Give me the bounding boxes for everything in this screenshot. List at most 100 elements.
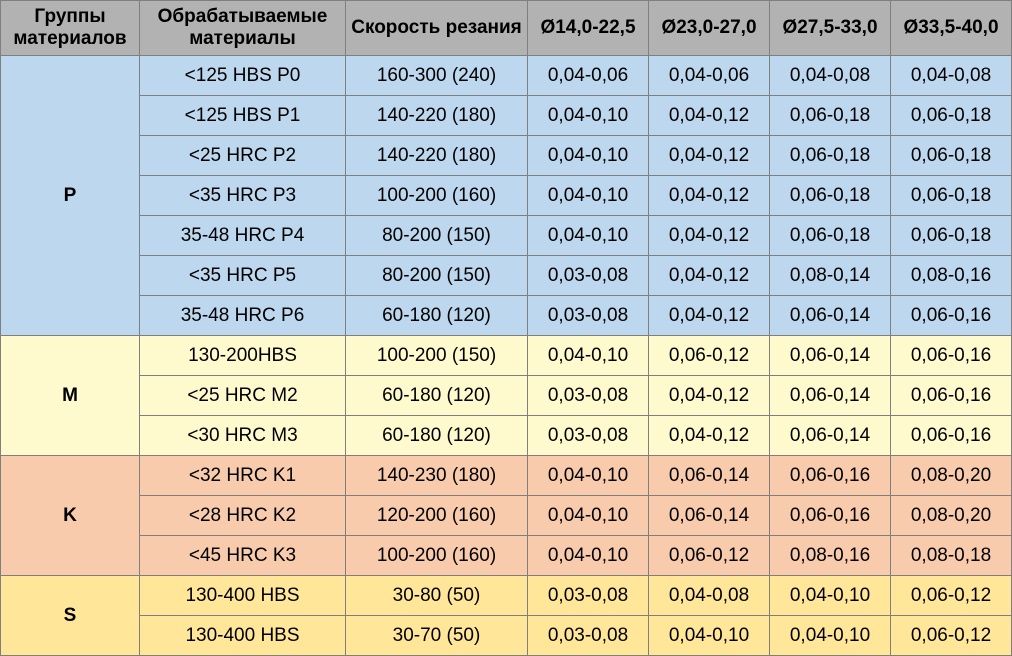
feed-cell-d2: 0,04-0,08: [648, 575, 770, 616]
feed-cell-d4: 0,06-0,18: [890, 215, 1012, 256]
feed-cell-d3: 0,06-0,14: [769, 335, 891, 376]
feed-cell-d4: 0,06-0,12: [890, 615, 1012, 656]
material-cell: <35 HRC P3: [139, 175, 346, 216]
feed-cell-d4: 0,06-0,16: [890, 415, 1012, 456]
feed-cell-d1: 0,03-0,08: [527, 375, 649, 416]
speed-cell: 60-180 (120): [345, 415, 528, 456]
feed-cell-d2: 0,06-0,12: [648, 535, 770, 576]
feed-cell-d2: 0,04-0,12: [648, 135, 770, 176]
group-cell-p: P: [0, 55, 140, 336]
table-row: <25 HRC P2 140-220 (180) 0,04-0,10 0,04-0,1…: [0, 135, 1012, 176]
feed-cell-d3: 0,06-0,14: [769, 375, 891, 416]
feed-cell-d1: 0,04-0,10: [527, 495, 649, 536]
speed-cell: 80-200 (150): [345, 255, 528, 296]
speed-cell: 100-200 (150): [345, 335, 528, 376]
speed-cell: 120-200 (160): [345, 495, 528, 536]
feed-cell-d4: 0,08-0,16: [890, 255, 1012, 296]
feed-cell-d3: 0,08-0,14: [769, 255, 891, 296]
feed-cell-d2: 0,04-0,12: [648, 295, 770, 336]
feed-cell-d3: 0,06-0,18: [769, 175, 891, 216]
feed-cell-d2: 0,04-0,12: [648, 375, 770, 416]
material-cell: <28 HRC K2: [139, 495, 346, 536]
feed-cell-d3: 0,06-0,16: [769, 495, 891, 536]
feed-cell-d4: 0,06-0,16: [890, 295, 1012, 336]
feed-cell-d3: 0,06-0,16: [769, 455, 891, 496]
feed-cell-d1: 0,04-0,10: [527, 175, 649, 216]
feed-cell-d4: 0,06-0,16: [890, 335, 1012, 376]
feed-cell-d4: 0,08-0,20: [890, 455, 1012, 496]
feed-cell-d3: 0,04-0,10: [769, 615, 891, 656]
table-row: <28 HRC K2 120-200 (160) 0,04-0,10 0,06-0,1…: [0, 495, 1012, 536]
feed-cell-d3: 0,06-0,18: [769, 95, 891, 136]
table-row: 130-400 HBS 30-70 (50) 0,03-0,08 0,04-0,10 0…: [0, 615, 1012, 656]
material-cell: 130-400 HBS: [139, 575, 346, 616]
header-diameter-27-33: Ø27,5-33,0: [769, 0, 891, 56]
table-row: M 130-200HBS 100-200 (150) 0,04-0,10 0,06-0,…: [0, 335, 1012, 456]
feed-cell-d2: 0,06-0,14: [648, 455, 770, 496]
table-header: Группы материалов Обрабатываемые материа…: [0, 0, 1012, 56]
group-cell-m: M: [0, 335, 140, 456]
table-row: 35-48 HRC P6 60-180 (120) 0,03-0,08 0,04-0,…: [0, 295, 1012, 336]
feed-cell-d1: 0,03-0,08: [527, 295, 649, 336]
material-cell: 35-48 HRC P6: [139, 295, 346, 336]
speed-cell: 140-230 (180): [345, 455, 528, 496]
feed-cell-d1: 0,04-0,10: [527, 215, 649, 256]
feed-cell-d1: 0,04-0,10: [527, 535, 649, 576]
table-row: <125 HBS P1 140-220 (180) 0,04-0,10 0,04-0,…: [0, 95, 1012, 136]
header-diameter-14-22: Ø14,0-22,5: [527, 0, 649, 56]
feed-cell-d2: 0,06-0,12: [648, 335, 770, 376]
feed-cell-d3: 0,04-0,10: [769, 575, 891, 616]
feed-cell-d4: 0,06-0,18: [890, 175, 1012, 216]
table-row: <35 HRC P3 100-200 (160) 0,04-0,10 0,04-0,1…: [0, 175, 1012, 216]
header-cutting-speed: Скорость резания: [345, 0, 528, 56]
speed-cell: 60-180 (120): [345, 295, 528, 336]
feed-cell-d3: 0,08-0,16: [769, 535, 891, 576]
feed-cell-d1: 0,03-0,08: [527, 575, 649, 616]
table-row: K <32 HRC K1 140-230 (180) 0,04-0,10 0,06-0,…: [0, 455, 1012, 576]
table-row: P <125 HBS P0 160-300 (240) 0,04-0,06 0,04-0…: [0, 55, 1012, 336]
speed-cell: 30-80 (50): [345, 575, 528, 616]
feed-cell-d1: 0,03-0,08: [527, 255, 649, 296]
group-cell-k: K: [0, 455, 140, 576]
material-cell: <125 HBS P0: [139, 55, 346, 96]
speed-cell: 140-220 (180): [345, 95, 528, 136]
material-cell: <25 HRC M2: [139, 375, 346, 416]
speed-cell: 80-200 (150): [345, 215, 528, 256]
material-cell: 35-48 HRC P4: [139, 215, 346, 256]
feed-cell-d3: 0,06-0,14: [769, 415, 891, 456]
feed-cell-d2: 0,06-0,14: [648, 495, 770, 536]
feed-cell-d2: 0,04-0,12: [648, 175, 770, 216]
header-diameter-23-27: Ø23,0-27,0: [648, 0, 770, 56]
feed-cell-d1: 0,04-0,10: [527, 455, 649, 496]
table-row: <35 HRC P5 80-200 (150) 0,03-0,08 0,04-0,12…: [0, 255, 1012, 296]
material-cell: <125 HBS P1: [139, 95, 346, 136]
feed-cell-d4: 0,08-0,18: [890, 535, 1012, 576]
feed-cell-d1: 0,03-0,08: [527, 615, 649, 656]
feed-cell-d3: 0,06-0,14: [769, 295, 891, 336]
feed-cell-d2: 0,04-0,12: [648, 415, 770, 456]
header-diameter-33-40: Ø33,5-40,0: [890, 0, 1012, 56]
feed-cell-d1: 0,04-0,10: [527, 335, 649, 376]
material-cell: <45 HRC K3: [139, 535, 346, 576]
feed-cell-d2: 0,04-0,12: [648, 255, 770, 296]
table-body: P <125 HBS P0 160-300 (240) 0,04-0,06 0,04-0…: [0, 55, 1012, 656]
material-cell: <35 HRC P5: [139, 255, 346, 296]
feed-cell-d4: 0,06-0,16: [890, 375, 1012, 416]
speed-cell: 60-180 (120): [345, 375, 528, 416]
feed-cell-d1: 0,04-0,06: [527, 55, 649, 96]
speed-cell: 140-220 (180): [345, 135, 528, 176]
speed-cell: 100-200 (160): [345, 175, 528, 216]
feed-cell-d2: 0,04-0,10: [648, 615, 770, 656]
table-row: <30 HRC M3 60-180 (120) 0,03-0,08 0,04-0,12…: [0, 415, 1012, 456]
feed-cell-d4: 0,04-0,08: [890, 55, 1012, 96]
header-processed-materials: Обрабатываемые материалы: [139, 0, 346, 56]
feed-cell-d4: 0,06-0,18: [890, 135, 1012, 176]
material-cell: <25 HRC P2: [139, 135, 346, 176]
feed-cell-d4: 0,08-0,20: [890, 495, 1012, 536]
feed-cell-d3: 0,04-0,08: [769, 55, 891, 96]
material-cell: <32 HRC K1: [139, 455, 346, 496]
feed-cell-d4: 0,06-0,18: [890, 95, 1012, 136]
feed-cell-d1: 0,04-0,10: [527, 135, 649, 176]
feed-cell-d4: 0,06-0,12: [890, 575, 1012, 616]
